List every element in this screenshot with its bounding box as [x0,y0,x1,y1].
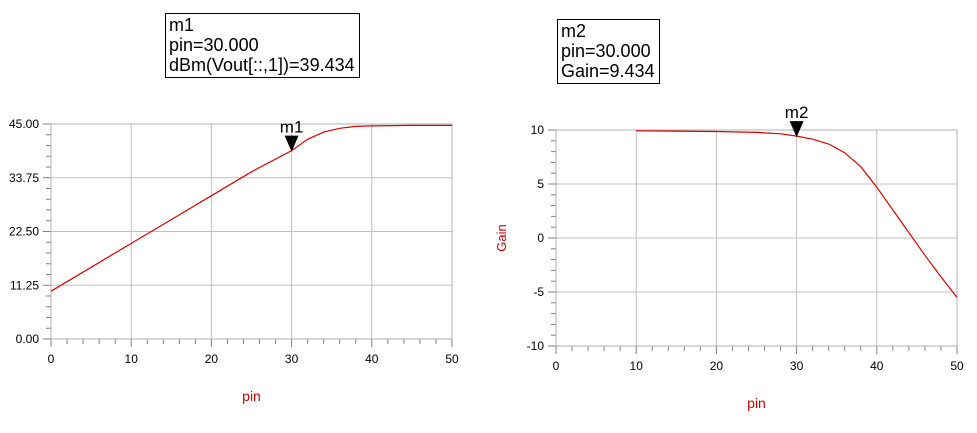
marker-triangle-m1 [284,135,299,152]
series-line [636,130,958,298]
y-tick-label: 5 [537,177,544,191]
y-tick-label: 0 [537,231,544,245]
marker-readout-line: pin=30.000 [561,41,651,61]
y-tick-label: 0.00 [16,332,40,346]
plot-frame [555,129,958,347]
series-line [50,124,452,292]
x-tick-label: 50 [950,359,964,373]
x-tick-label: 20 [205,352,219,366]
y-tick-label: 11.25 [10,278,39,292]
x-tick-label: 30 [790,359,804,373]
marker-readout-line: m1 [169,15,195,35]
y-tick-label: -10 [527,339,545,353]
x-tick-label: 50 [445,352,459,366]
marker-label-m1: m1 [280,118,304,137]
marker-readout-line: dBm(Vout[::,1])=39.434 [169,55,355,75]
marker-readout-line: pin=30.000 [169,35,259,55]
x-tick-label: 40 [365,352,379,366]
marker-readout-m1: m1 pin=30.000 dBm(Vout[::,1])=39.434 [165,13,360,78]
x-tick-label: 10 [630,359,644,373]
x-tick-label: 40 [870,359,884,373]
x-axis-label: pin [242,388,261,404]
marker-readout-line: m2 [561,21,587,41]
marker-label-m2: m2 [785,103,809,122]
x-tick-label: 30 [285,352,299,366]
x-tick-label: 0 [48,352,55,366]
y-tick-label: 33.75 [9,171,39,185]
y-axis-label: Gain [494,224,509,251]
plot-frame [50,123,453,340]
x-tick-label: 0 [553,359,560,373]
y-tick-label: 22.50 [9,225,39,239]
x-tick-label: 20 [710,359,724,373]
marker-triangle-m2 [789,121,804,138]
y-tick-label: 45.00 [9,117,39,131]
x-tick-label: 10 [125,352,139,366]
marker-readout-line: Gain=9.434 [561,61,655,81]
marker-readout-m2: m2 pin=30.000 Gain=9.434 [557,19,660,84]
x-axis-label: pin [747,395,766,411]
y-tick-label: -5 [533,285,544,299]
y-tick-label: 10 [531,123,545,137]
